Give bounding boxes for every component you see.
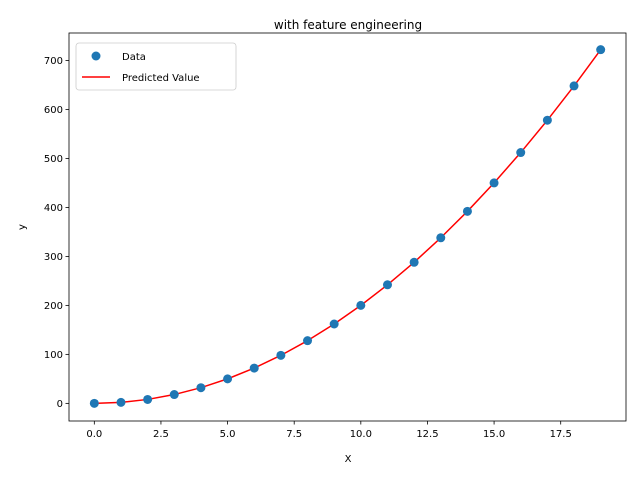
data-point bbox=[382, 280, 392, 290]
data-point bbox=[596, 45, 606, 55]
y-tick-label: 600 bbox=[44, 105, 63, 116]
legend-box bbox=[75, 42, 237, 91]
legend-data-marker bbox=[91, 51, 101, 61]
predicted-value-line bbox=[94, 49, 602, 405]
data-point bbox=[143, 394, 153, 404]
y-tick-label: 700 bbox=[44, 56, 63, 67]
data-point bbox=[116, 397, 126, 407]
data-point bbox=[169, 390, 179, 400]
data-point bbox=[569, 81, 579, 91]
x-tick-label: 2.5 bbox=[153, 429, 169, 440]
x-tick-label: 0.0 bbox=[86, 429, 102, 440]
legend-data-label: Data bbox=[122, 52, 146, 63]
x-tick-label: 12.5 bbox=[416, 429, 438, 440]
data-point bbox=[489, 178, 499, 188]
data-point bbox=[89, 398, 99, 408]
data-point bbox=[409, 257, 419, 267]
y-axis-label: y bbox=[17, 224, 28, 230]
legend-predicted-label: Predicted Value bbox=[122, 73, 200, 84]
data-point bbox=[436, 233, 446, 243]
y-tick-label: 200 bbox=[44, 301, 63, 312]
y-tick-label: 500 bbox=[44, 154, 63, 165]
axes-frame bbox=[68, 32, 627, 422]
plot-area bbox=[89, 45, 606, 408]
data-point bbox=[223, 374, 233, 384]
data-point bbox=[329, 319, 339, 329]
data-point bbox=[462, 206, 472, 216]
y-tick-label: 400 bbox=[44, 203, 63, 214]
data-point bbox=[276, 350, 286, 360]
x-tick-label: 7.5 bbox=[286, 429, 302, 440]
x-tick-label: 15.0 bbox=[483, 429, 505, 440]
legend: Data Predicted Value bbox=[75, 42, 237, 91]
y-axis: 0 100 200 300 400 500 600 700 bbox=[44, 56, 69, 410]
data-point bbox=[542, 115, 552, 125]
x-tick-label: 17.5 bbox=[550, 429, 572, 440]
x-tick-label: 5.0 bbox=[220, 429, 236, 440]
x-axis-label: X bbox=[345, 454, 352, 465]
y-tick-label: 300 bbox=[44, 252, 63, 263]
data-point bbox=[516, 148, 526, 158]
x-tick-label: 10.0 bbox=[350, 429, 372, 440]
y-tick-label: 0 bbox=[57, 399, 63, 410]
y-tick-label: 100 bbox=[44, 350, 63, 361]
data-point bbox=[196, 383, 206, 393]
data-point bbox=[303, 336, 313, 346]
chart-title: with feature engineering bbox=[274, 18, 422, 32]
data-point bbox=[356, 300, 366, 310]
data-point bbox=[249, 363, 259, 373]
x-axis: 0.0 2.5 5.0 7.5 10.0 12.5 15.0 17.5 bbox=[86, 421, 572, 440]
